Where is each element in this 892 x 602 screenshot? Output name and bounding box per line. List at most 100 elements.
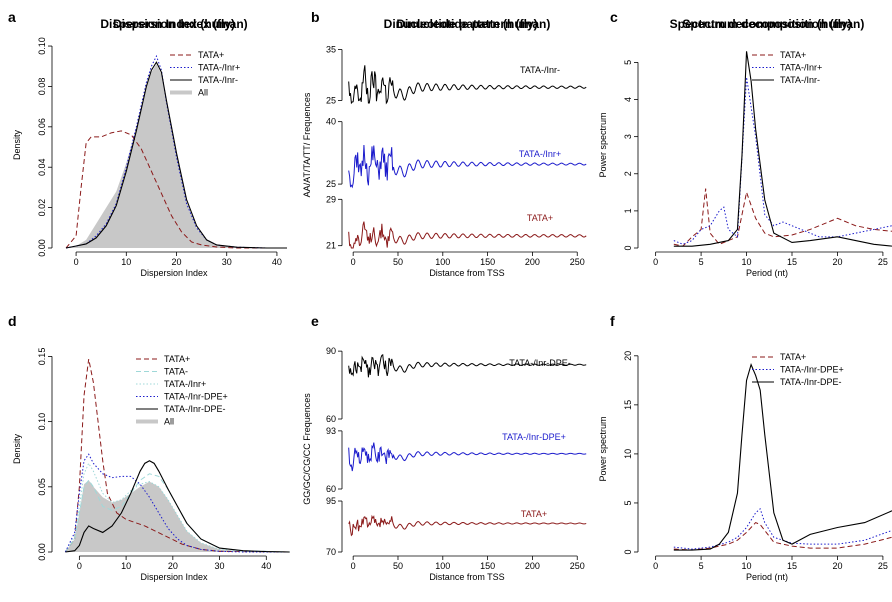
panel-letter-a: a [8, 9, 16, 25]
y-tick-label: 5 [623, 500, 633, 505]
y-axis-label: Power spectrum [598, 112, 608, 177]
y-axis-label: Power spectrum [598, 416, 608, 481]
series-line-tata-inr-dpe- [65, 460, 290, 553]
legend-label: TATA+ [198, 50, 224, 60]
y-axis-label: Density [12, 129, 22, 160]
series-line-tata-inr-dpe- [348, 442, 587, 472]
panel-letter-d: d [8, 313, 17, 329]
series-label: TATA-/Inr+ [519, 149, 561, 159]
x-tick-label: 20 [832, 561, 842, 571]
y-tick-label: 60 [326, 414, 336, 424]
x-tick-label: 100 [435, 257, 450, 267]
y-tick-label: 0.00 [37, 543, 47, 561]
series-line-tata-inr-dpe- [64, 453, 290, 553]
x-tick-label: 0 [653, 561, 658, 571]
x-axis-label: Period (nt) [746, 572, 788, 582]
x-tick-label: 5 [699, 561, 704, 571]
x-tick-label: 200 [525, 257, 540, 267]
y-tick-label: 20 [623, 351, 633, 361]
chart-panel-a: Dispersion Index (human)Dispersion Index… [12, 17, 287, 278]
y-tick-label: 0.02 [37, 199, 47, 217]
series-label: TATA+ [527, 213, 553, 223]
y-tick-label: 4 [623, 97, 633, 102]
legend-label: TATA-/Inr+ [198, 63, 240, 73]
x-tick-label: 10 [121, 561, 131, 571]
x-tick-label: 100 [435, 561, 450, 571]
x-tick-label: 25 [878, 561, 888, 571]
panel-letter-b: b [311, 9, 320, 25]
legend-label: TATA-/Inr-DPE- [164, 404, 226, 414]
x-tick-label: 40 [272, 257, 282, 267]
x-tick-label: 50 [393, 257, 403, 267]
series-line-tata- [673, 188, 892, 247]
x-tick-label: 150 [480, 561, 495, 571]
series-line-tata-inr-dpe- [673, 507, 892, 550]
y-tick-label: 0.05 [37, 478, 47, 496]
panel-letter-e: e [311, 313, 319, 329]
series-line-tata-inr- [65, 61, 287, 249]
series-line-tata- [65, 130, 287, 249]
legend-label: TATA-/Inr-DPE- [780, 377, 842, 387]
chart-panel-c: Spectrum decomposition (human) Period (nt… [598, 17, 892, 278]
chart-title: Dispersion Index (fly) [113, 17, 235, 31]
series-line-tata-inr- [673, 77, 892, 245]
chart-panel-d: Dispersion Index (fly) Dispersion Index De… [12, 17, 290, 582]
y-tick-label: 0.04 [37, 158, 47, 176]
legend-label: TATA+ [164, 354, 190, 364]
series-label: TATA-/Inr- [520, 65, 560, 75]
x-axis-label: Period (nt) [746, 268, 788, 278]
series-line-tata- [673, 521, 892, 551]
y-axis-label: AA/AT/TA/TT/ Frequences [302, 92, 312, 197]
y-tick-label: 3 [623, 134, 633, 139]
y-tick-label: 0 [623, 245, 633, 250]
x-tick-label: 15 [787, 561, 797, 571]
legend-label: TATA-/Inr-DPE+ [164, 392, 228, 402]
legend-label: TATA+ [780, 50, 806, 60]
legend-label: TATA-/Inr- [780, 75, 820, 85]
x-axis-label: Distance from TSS [429, 268, 504, 278]
y-axis-label: GG/GC/CG/CC Frequences [302, 393, 312, 505]
chart-title: Spectrum decomposition (human) [670, 17, 865, 31]
x-tick-label: 250 [570, 561, 585, 571]
y-tick-label: 0.10 [37, 37, 47, 55]
y-tick-label: 90 [326, 346, 336, 356]
series-label: TATA-/Inr-DPE+ [502, 432, 566, 442]
x-tick-label: 40 [261, 561, 271, 571]
y-tick-label: 0.15 [37, 348, 47, 366]
y-tick-label: 2 [623, 171, 633, 176]
x-tick-label: 20 [168, 561, 178, 571]
legend-label: TATA-/Inr+ [780, 63, 822, 73]
y-tick-label: 0.10 [37, 413, 47, 431]
x-tick-label: 200 [525, 561, 540, 571]
x-tick-label: 15 [787, 257, 797, 267]
x-tick-label: 10 [121, 257, 131, 267]
x-axis-label: Distance from TSS [429, 572, 504, 582]
y-tick-label: 1 [623, 208, 633, 213]
series-line-tata-inr- [673, 51, 892, 247]
chart-title: Dinucleotide pattern (fly) [396, 17, 537, 31]
y-tick-label: 35 [326, 45, 336, 55]
series-line-tata-inr-dpe- [673, 362, 892, 551]
x-tick-label: 25 [878, 257, 888, 267]
legend-label: All [164, 417, 174, 427]
y-tick-label: 60 [326, 484, 336, 494]
legend-label: TATA-/Inr-DPE+ [780, 365, 844, 375]
y-tick-label: 0.00 [37, 239, 47, 257]
y-tick-label: 5 [623, 60, 633, 65]
chart-title: Spectrum decomposition (fly) [682, 17, 851, 31]
legend-label: All [198, 88, 208, 98]
y-tick-label: 25 [326, 95, 336, 105]
y-tick-label: 0.08 [37, 78, 47, 96]
y-tick-label: 29 [326, 194, 336, 204]
x-tick-label: 5 [699, 257, 704, 267]
x-tick-label: 10 [742, 561, 752, 571]
x-tick-label: 10 [742, 257, 752, 267]
y-tick-label: 15 [623, 400, 633, 410]
panel-letter-f: f [610, 313, 615, 329]
y-tick-label: 25 [326, 179, 336, 189]
series-label: TATA+ [521, 509, 547, 519]
x-tick-label: 0 [351, 561, 356, 571]
panel-letter-c: c [610, 9, 618, 25]
x-tick-label: 50 [393, 561, 403, 571]
